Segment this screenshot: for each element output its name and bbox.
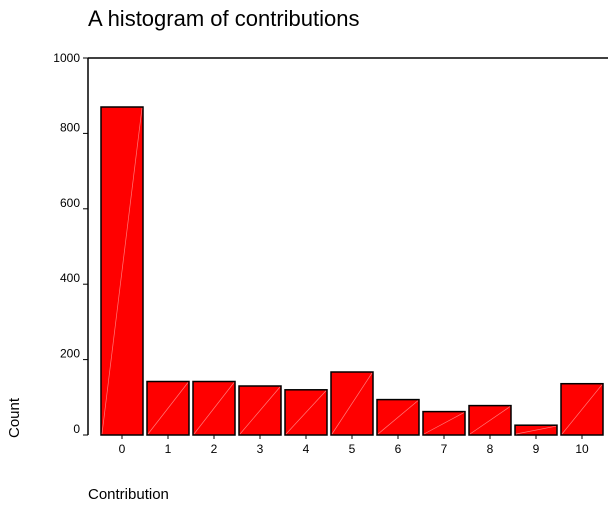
x-tick-label-8: 8 bbox=[487, 442, 494, 456]
bar-highlight-7 bbox=[423, 412, 465, 435]
y-tick-label-0: 0 bbox=[73, 422, 80, 436]
x-tick-label-10: 10 bbox=[575, 442, 589, 456]
axes-group bbox=[87, 57, 608, 435]
y-ticks-group: 0 200 400 600 800 1000 bbox=[53, 51, 88, 436]
bar-highlight-0 bbox=[101, 107, 143, 435]
x-axis-label: Contribution bbox=[88, 486, 169, 503]
y-tick-label-400: 400 bbox=[60, 271, 80, 285]
x-tick-label-9: 9 bbox=[533, 442, 540, 456]
x-tick-label-1: 1 bbox=[165, 442, 172, 456]
bar-highlight-1 bbox=[147, 382, 189, 435]
x-tick-label-5: 5 bbox=[349, 442, 356, 456]
y-tick-label-1000: 1000 bbox=[53, 51, 80, 65]
x-tick-label-2: 2 bbox=[211, 442, 218, 456]
x-tick-label-3: 3 bbox=[257, 442, 264, 456]
x-tick-label-6: 6 bbox=[395, 442, 402, 456]
bar-highlight-6 bbox=[377, 400, 419, 435]
x-tick-label-0: 0 bbox=[119, 442, 126, 456]
x-tick-label-4: 4 bbox=[303, 442, 310, 456]
x-ticks-group: 0 1 2 3 4 5 6 7 8 9 10 bbox=[119, 435, 589, 456]
y-tick-label-600: 600 bbox=[60, 196, 80, 210]
bar-highlight-3 bbox=[239, 386, 281, 435]
bar-highlight-10 bbox=[561, 384, 603, 435]
bar-highlight-5 bbox=[331, 372, 373, 435]
bar-highlight-9 bbox=[515, 425, 557, 435]
y-tick-label-800: 800 bbox=[60, 120, 80, 134]
bars-group bbox=[100, 106, 604, 436]
bar-highlight-4 bbox=[285, 390, 327, 435]
bar-highlight-2 bbox=[193, 382, 235, 435]
bar-highlight-8 bbox=[469, 406, 511, 435]
y-tick-label-200: 200 bbox=[60, 347, 80, 361]
x-tick-label-7: 7 bbox=[441, 442, 448, 456]
chart-title: A histogram of contributions bbox=[88, 6, 360, 31]
